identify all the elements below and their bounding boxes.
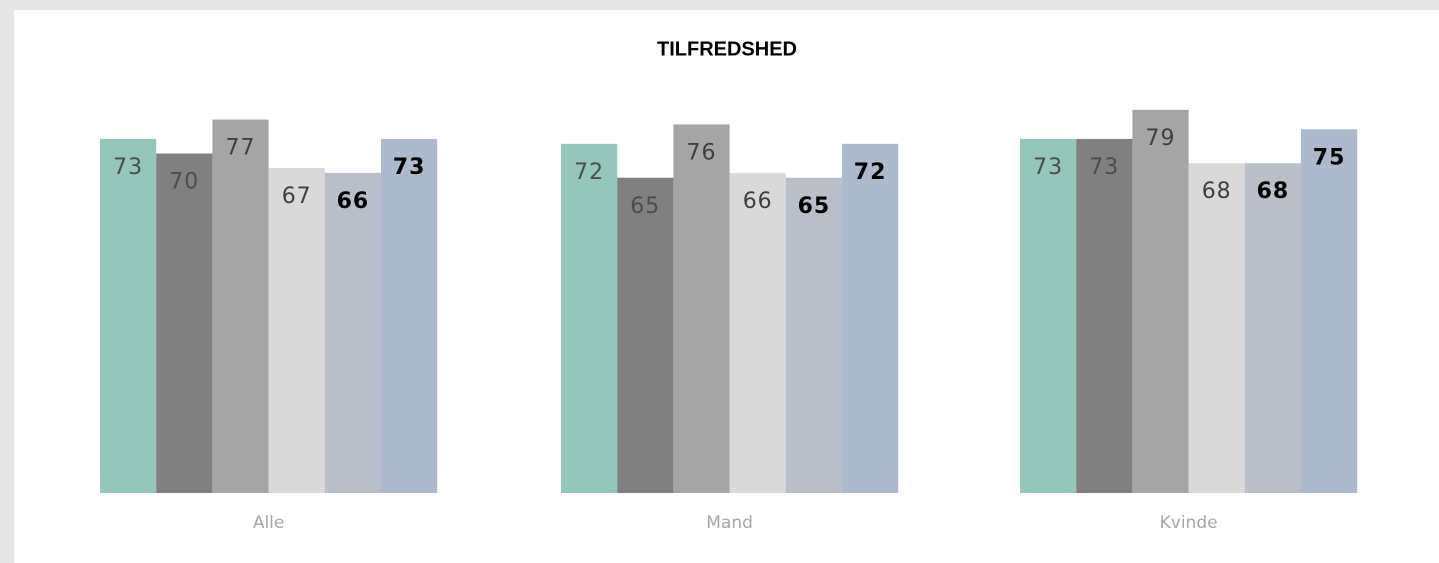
bar xyxy=(268,168,325,494)
bar xyxy=(1301,129,1358,493)
chart-title: TILFREDSHED xyxy=(657,38,797,60)
value-label: 66 xyxy=(337,189,370,214)
bar xyxy=(1020,138,1077,493)
bar xyxy=(156,153,213,493)
value-label: 73 xyxy=(1033,155,1063,180)
x-tick-label: Alle xyxy=(253,513,285,533)
bar xyxy=(1076,138,1133,493)
bar xyxy=(785,177,842,493)
value-label: 76 xyxy=(687,140,717,165)
bar xyxy=(617,177,674,493)
bar xyxy=(381,138,438,493)
value-label: 79 xyxy=(1146,126,1176,151)
bar xyxy=(729,172,786,493)
value-label: 75 xyxy=(1313,145,1346,170)
value-label: 72 xyxy=(574,160,604,185)
value-label: 68 xyxy=(1257,179,1290,204)
bar xyxy=(842,143,899,494)
x-tick-label: Kvinde xyxy=(1160,513,1218,533)
bar xyxy=(100,138,157,493)
value-label: 67 xyxy=(282,184,312,209)
bar xyxy=(324,172,381,493)
value-label: 65 xyxy=(798,194,831,219)
value-label: 73 xyxy=(393,155,426,180)
value-label: 70 xyxy=(169,170,199,195)
value-label: 73 xyxy=(1089,155,1119,180)
value-label: 68 xyxy=(1202,179,1232,204)
value-label: 66 xyxy=(743,189,773,214)
bar xyxy=(561,143,618,494)
value-label: 65 xyxy=(630,194,660,219)
bar xyxy=(212,119,269,494)
value-label: 73 xyxy=(113,155,143,180)
value-label: 77 xyxy=(226,136,256,161)
bar xyxy=(1188,163,1245,493)
bar xyxy=(673,124,730,494)
value-label: 72 xyxy=(854,160,887,185)
bar xyxy=(1244,163,1301,493)
x-tick-label: Mand xyxy=(706,513,753,533)
bar xyxy=(1132,109,1189,493)
